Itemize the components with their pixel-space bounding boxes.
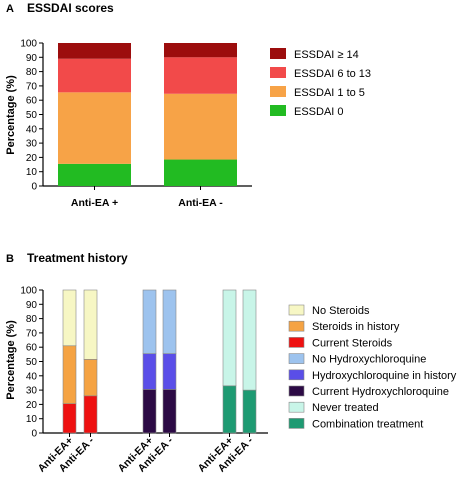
panel-a-title: ESSDAI scores [27, 1, 114, 15]
panel-b-bar-segment [242, 389, 257, 434]
panel-b-legend-swatch [288, 369, 305, 381]
panel-b-y-tick-label: 40 [26, 371, 38, 382]
panel-b-legend-swatch [288, 418, 305, 429]
panel-b-legend-label: Hydroxychloroquine in history [312, 370, 457, 382]
panel-a-bar-segment [164, 93, 237, 160]
panel-a-ylabel: Percentage (%) [5, 75, 17, 155]
panel-b-y-tick-label: 80 [26, 314, 38, 325]
panel-b-legend-swatch [288, 320, 305, 332]
panel-a-legend-swatch [270, 48, 286, 59]
panel-b-title: Treatment history [27, 251, 128, 265]
panel-a-y-tick-label: 20 [26, 153, 38, 164]
panel-a-y-tick-label: 80 [26, 67, 38, 78]
panel-b-y-tick-label: 50 [26, 357, 38, 368]
panel-a-y-tick-label: 0 [31, 182, 37, 193]
panel-a-legend-swatch [270, 105, 286, 116]
panel-a-y-tick-label: 40 [26, 124, 38, 135]
panel-a-legend-label: ESSDAI 6 to 13 [294, 68, 371, 80]
panel-b-legend-swatch [288, 337, 305, 348]
panel-b-bar-segment [62, 345, 77, 404]
panel-b-y-tick-label: 60 [26, 343, 38, 354]
panel-b-bar-segment [162, 389, 177, 434]
panel-b-label: B [6, 253, 14, 265]
panel-b-y-tick-label: 0 [31, 429, 37, 440]
panel-a-y-tick-label: 70 [26, 81, 38, 92]
panel-b-bar-segment [222, 385, 237, 434]
panel-b-legend-swatch [288, 353, 305, 364]
panel-b-legend-label: Steroids in history [312, 321, 400, 333]
panel-a-y-tick-label: 90 [26, 53, 38, 64]
panel-b-legend-swatch [288, 385, 305, 397]
panel-a-bar-segment [58, 163, 131, 186]
panel-a-y-tick-label: 50 [26, 110, 38, 121]
panel-b-legend-label: Combination treatment [312, 418, 423, 430]
panel-a-bar-segment [58, 58, 131, 93]
panel-b-bar-segment [242, 289, 257, 391]
panel-b-bar-segment [62, 403, 77, 434]
panel-a-bar-segment [58, 92, 131, 164]
panel-b-legend-label: Current Steroids [312, 337, 393, 349]
panel-a-bar-segment [58, 43, 131, 59]
panel-b-bar-segment [142, 289, 157, 354]
panel-a-bar-segment [164, 57, 237, 94]
panel-a-label: A [6, 3, 14, 15]
panel-b-legend-label: Never treated [312, 402, 379, 414]
panel-b-y-tick-label: 100 [20, 286, 37, 297]
panel-b-legend-swatch [288, 304, 305, 316]
panel-a-y-tick-label: 60 [26, 96, 38, 107]
panel-b-legend-label: No Hydroxychloroquine [312, 354, 426, 366]
panel-a-legend-swatch [270, 86, 286, 97]
panel-a-y-tick-label: 100 [20, 39, 37, 50]
panel-b-y-tick-label: 10 [26, 414, 38, 425]
panel-b-bar-segment [83, 395, 98, 434]
panel-b-y-tick-label: 30 [26, 386, 38, 397]
panel-b-ylabel: Percentage (%) [5, 320, 17, 400]
panel-b-bar-segment [83, 359, 98, 397]
panel-b-y-tick-label: 20 [26, 400, 38, 411]
panel-b-legend-label: No Steroids [312, 305, 370, 317]
panel-a-bar-segment [164, 43, 237, 58]
panel-b-bar-segment [142, 389, 157, 434]
panel-b-bar-segment [62, 289, 77, 347]
panel-a-category-label: Anti-EA - [178, 197, 223, 209]
panel-b-bar-segment [142, 353, 157, 390]
panel-a-category-label: Anti-EA + [71, 197, 118, 209]
panel-a-legend-label: ESSDAI 0 [294, 106, 344, 118]
panel-b-legend-label: Current Hydroxychloroquine [312, 386, 449, 398]
panel-b-bar-segment [83, 289, 98, 360]
panel-a-legend-label: ESSDAI ≥ 14 [294, 49, 359, 61]
panel-b-bar-segment [162, 289, 177, 354]
panel-a-bar-segment [164, 159, 237, 186]
panel-b-y-tick-label: 70 [26, 328, 38, 339]
panel-a-y-tick-label: 30 [26, 139, 38, 150]
panel-a-y-tick-label: 10 [26, 167, 38, 178]
panel-a-legend-label: ESSDAI 1 to 5 [294, 87, 365, 99]
panel-a-legend-swatch [270, 67, 286, 78]
panel-b-legend-swatch [288, 401, 305, 413]
panel-a-chart: 0 10 20 30 40 50 60 70 80 90 100 Anti-EA + Anti-EA -… [20, 39, 371, 210]
panel-b-y-tick-label: 90 [26, 300, 38, 311]
panel-b-bar-segment [222, 289, 237, 387]
panel-b-bar-segment [162, 353, 177, 390]
